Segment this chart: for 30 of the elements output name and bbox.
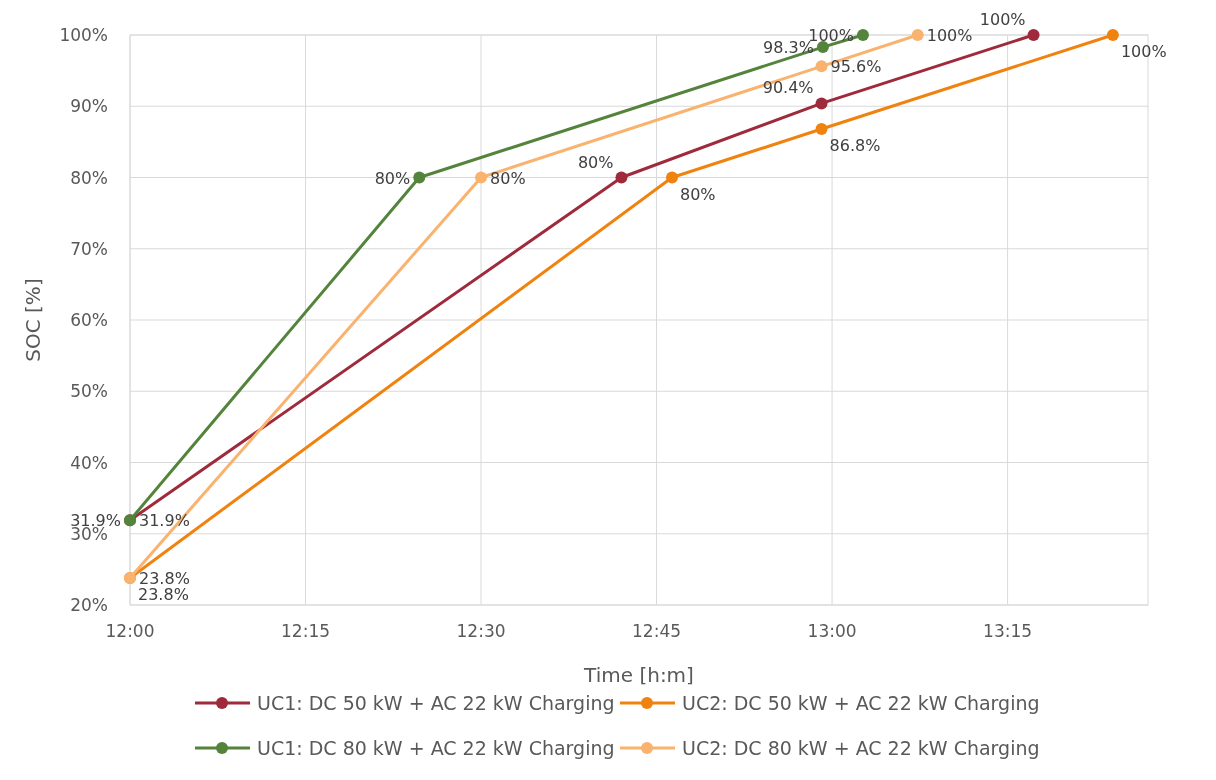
y-tick-label: 60% (70, 310, 108, 330)
data-label: 80% (680, 184, 716, 204)
y-tick-label: 50% (70, 381, 108, 402)
data-label: 86.8% (829, 136, 881, 156)
data-label: 100% (1120, 42, 1167, 61)
data-label: 100% (926, 26, 973, 45)
data-label: 80% (577, 152, 614, 172)
x-tick-label: 13:15 (983, 621, 1033, 641)
y-tick-label: 90% (70, 96, 108, 117)
x-tick-label: 12:15 (281, 621, 331, 641)
legend-label: UC2: DC 80 kW + AC 22 kW Charging (682, 737, 1040, 759)
data-label: 80% (374, 168, 411, 188)
y-tick-label: 70% (70, 238, 108, 259)
y-tick-label: 20% (70, 595, 108, 615)
y-tick-label: 80% (70, 167, 108, 188)
y-tick-label: 100% (59, 25, 108, 45)
y-axis-title: SOC [%] (21, 278, 45, 362)
data-label: 80% (490, 168, 526, 188)
legend-label: UC1: DC 50 kW + AC 22 kW Charging (257, 692, 615, 714)
x-tick-label: 12:00 (105, 621, 155, 641)
x-tick-label: 12:45 (632, 621, 682, 641)
y-tick-label: 40% (70, 452, 108, 473)
legend-label: UC1: DC 80 kW + AC 22 kW Charging (257, 737, 615, 759)
data-label: 90.4% (762, 78, 814, 98)
x-axis-title: Time [h:m] (583, 663, 694, 687)
data-label: 100% (979, 10, 1026, 29)
x-tick-label: 12:30 (456, 621, 506, 641)
legend-label: UC2: DC 50 kW + AC 22 kW Charging (682, 692, 1040, 714)
data-label: 95.6% (830, 57, 882, 77)
x-tick-label: 13:00 (807, 621, 857, 641)
